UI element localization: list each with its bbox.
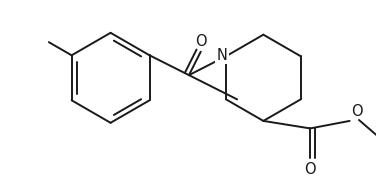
Text: O: O bbox=[352, 104, 363, 119]
Text: N: N bbox=[217, 48, 228, 63]
Text: O: O bbox=[305, 162, 316, 177]
Text: O: O bbox=[195, 34, 206, 49]
